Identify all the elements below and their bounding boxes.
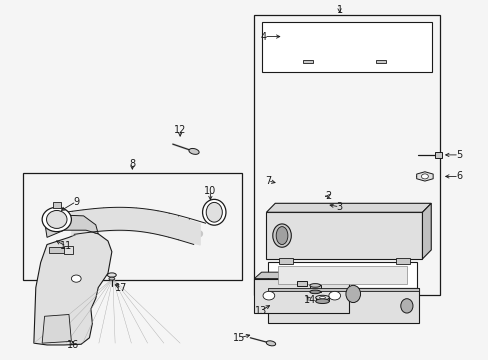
Text: 15: 15 bbox=[233, 333, 245, 343]
Bar bbox=[395, 258, 409, 264]
Ellipse shape bbox=[107, 273, 116, 277]
Bar bbox=[53, 202, 61, 208]
Text: 5: 5 bbox=[455, 150, 461, 160]
Text: 12: 12 bbox=[174, 125, 186, 135]
Ellipse shape bbox=[266, 341, 275, 346]
Bar bbox=[277, 266, 406, 284]
Text: 2: 2 bbox=[325, 191, 331, 201]
Circle shape bbox=[71, 275, 81, 282]
Bar bbox=[261, 22, 431, 72]
Polygon shape bbox=[422, 203, 430, 259]
Circle shape bbox=[263, 291, 274, 300]
Bar bbox=[267, 262, 416, 288]
Ellipse shape bbox=[206, 202, 222, 222]
Ellipse shape bbox=[400, 299, 412, 313]
Bar bbox=[302, 60, 313, 63]
Circle shape bbox=[421, 174, 427, 179]
Text: 17: 17 bbox=[115, 283, 127, 293]
Polygon shape bbox=[416, 172, 432, 181]
Ellipse shape bbox=[276, 226, 287, 244]
Bar bbox=[254, 279, 348, 313]
Text: 7: 7 bbox=[264, 176, 270, 186]
Bar bbox=[267, 288, 418, 291]
Bar bbox=[49, 247, 69, 253]
Bar bbox=[375, 60, 386, 63]
Ellipse shape bbox=[202, 199, 225, 225]
Polygon shape bbox=[254, 272, 356, 279]
Ellipse shape bbox=[188, 148, 199, 154]
Polygon shape bbox=[42, 315, 71, 343]
Ellipse shape bbox=[345, 285, 360, 302]
Ellipse shape bbox=[315, 295, 329, 300]
Text: 6: 6 bbox=[455, 171, 461, 181]
Bar bbox=[434, 152, 442, 158]
Text: 9: 9 bbox=[73, 197, 79, 207]
Circle shape bbox=[328, 291, 340, 300]
Ellipse shape bbox=[109, 277, 115, 280]
Text: 10: 10 bbox=[204, 186, 216, 196]
Polygon shape bbox=[266, 212, 422, 259]
Ellipse shape bbox=[315, 299, 329, 303]
Bar bbox=[297, 282, 306, 286]
Text: 16: 16 bbox=[66, 340, 79, 350]
Ellipse shape bbox=[309, 284, 320, 287]
Polygon shape bbox=[34, 230, 112, 345]
Polygon shape bbox=[266, 203, 430, 212]
Bar bbox=[64, 246, 73, 254]
Text: 13: 13 bbox=[254, 306, 266, 316]
Ellipse shape bbox=[46, 211, 67, 228]
Text: 11: 11 bbox=[61, 241, 73, 251]
Ellipse shape bbox=[272, 224, 291, 247]
Text: 3: 3 bbox=[336, 202, 342, 212]
Ellipse shape bbox=[42, 207, 71, 231]
Text: 8: 8 bbox=[129, 159, 135, 169]
Text: 4: 4 bbox=[261, 32, 266, 41]
Bar bbox=[267, 288, 418, 323]
Bar bbox=[22, 173, 242, 280]
Text: 1: 1 bbox=[336, 5, 342, 15]
Ellipse shape bbox=[309, 290, 320, 294]
Polygon shape bbox=[44, 215, 98, 237]
Bar bbox=[254, 15, 439, 295]
Bar bbox=[278, 258, 293, 264]
Bar bbox=[309, 285, 320, 292]
Ellipse shape bbox=[319, 297, 325, 299]
Bar bbox=[315, 298, 329, 301]
Text: 14: 14 bbox=[304, 295, 316, 305]
